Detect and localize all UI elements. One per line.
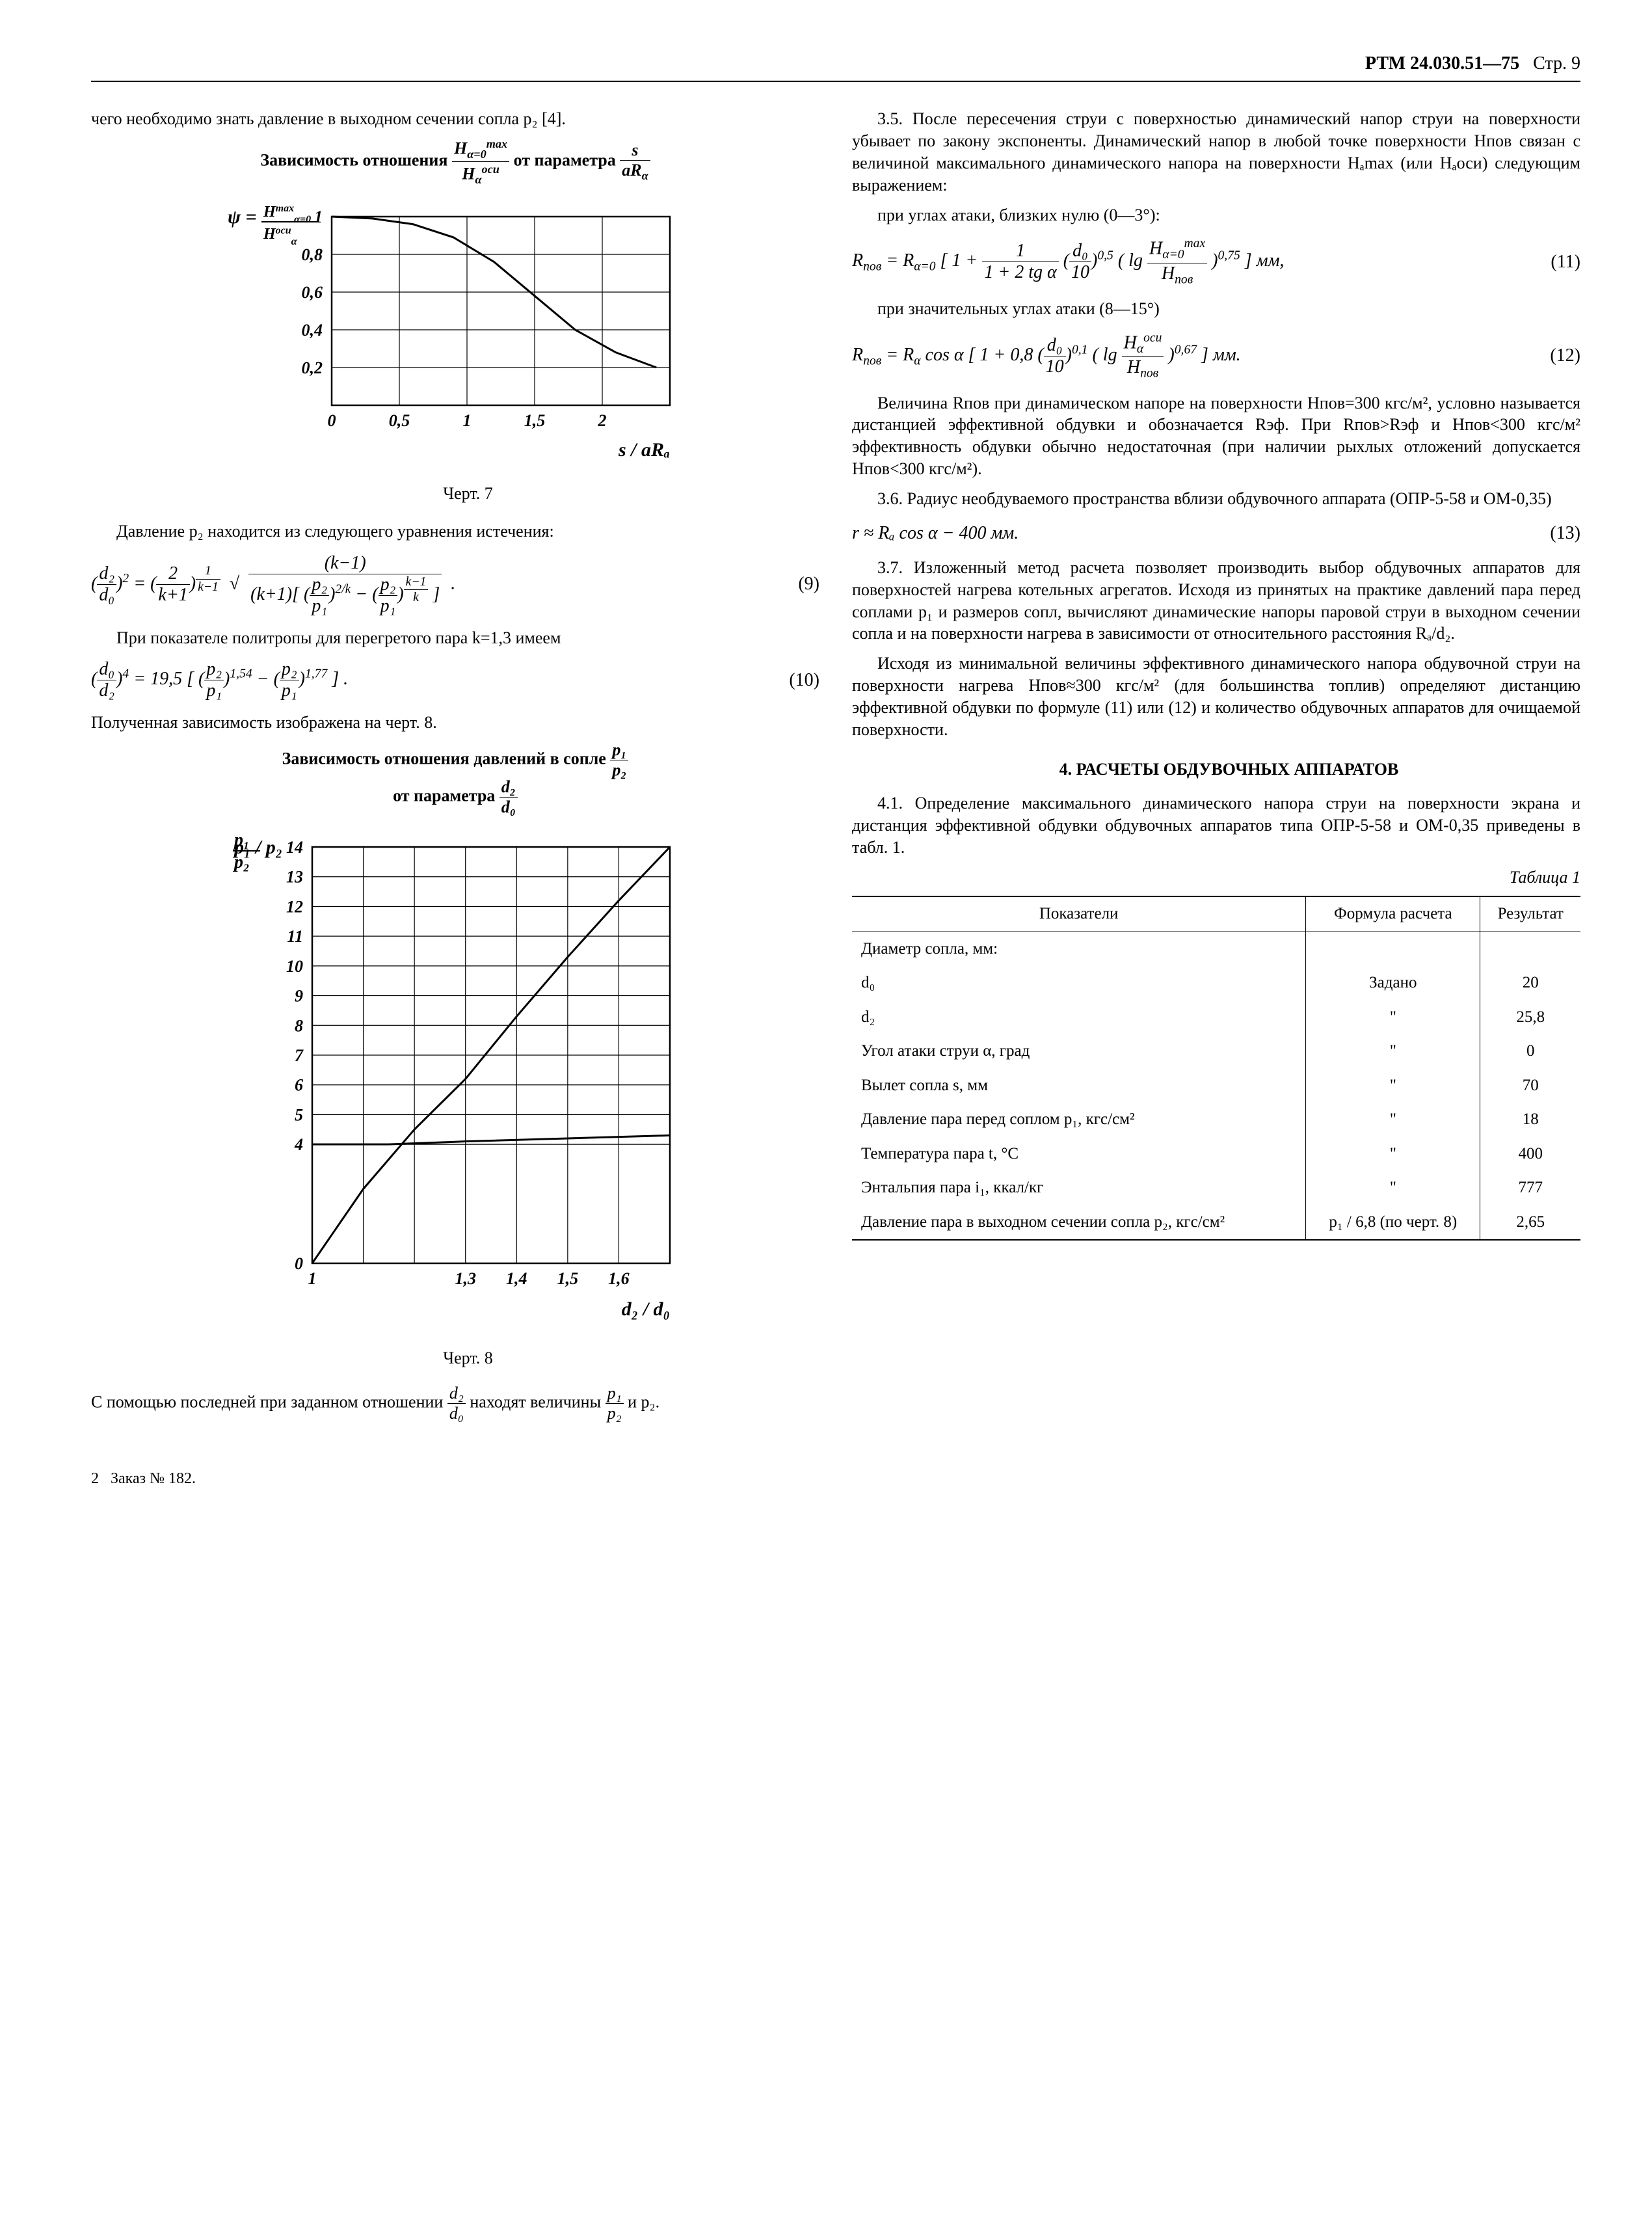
svg-text:p₁ / p₂: p₁ / p₂ [232,837,282,858]
eq-11: Rпов = Rα=0 [ 1 + 11 + 2 tg α (d₀10)0,5 … [852,237,1580,286]
left-column: чего необходимо знать давление в выходно… [91,108,819,1429]
table-1-label: Таблица 1 [852,866,1580,889]
svg-text:0,5: 0,5 [389,411,410,430]
doc-id: РТМ 24.030.51—75 [1365,53,1519,74]
svg-text:5: 5 [295,1106,303,1125]
p5c: и p₂. [628,1392,659,1411]
svg-text:0,6: 0,6 [302,283,323,302]
left-p2: Давление p₂ находится из следующего урав… [91,520,819,543]
p-3.5: 3.5. После пересечения струи с поверхнос… [852,108,1580,196]
svg-text:8: 8 [295,1017,303,1036]
svg-text:1,6: 1,6 [608,1269,630,1288]
svg-text:7: 7 [295,1046,304,1065]
c7t-b: от параметра [514,151,620,170]
svg-text:1: 1 [308,1269,317,1288]
svg-text:1,3: 1,3 [455,1269,476,1288]
chart-8: p₁ p₂11,31,41,51,604567891011121314d₂ / … [91,827,819,1341]
c7t-a: Зависимость отношения [260,151,452,170]
left-p5: С помощью последней при заданном отношен… [91,1385,819,1422]
svg-text:4: 4 [294,1135,303,1154]
chart8-caption: Черт. 8 [91,1347,819,1369]
right-column: 3.5. После пересечения струи с поверхнос… [852,108,1580,1429]
left-p4: Полученная зависимость изображена на чер… [91,712,819,734]
columns: чего необходимо знать давление в выходно… [91,108,1580,1429]
eq11-num: (11) [1551,250,1580,274]
svg-text:0,2: 0,2 [302,358,323,377]
left-p3: При показателе политропы для перегретого… [91,627,819,649]
eq-10: (d₀d₂)4 = 19,5 [ (p₂p₁)1,54 − (p₂p₁)1,77… [91,660,819,700]
svg-text:14: 14 [286,838,303,857]
left-lead: чего необходимо знать давление в выходно… [91,108,819,130]
svg-text:0: 0 [295,1254,303,1273]
chart7-title: Зависимость отношения Hα=0maxHαоси от па… [91,138,819,185]
svg-text:ψ =: ψ = [228,206,257,228]
p5b: находят величины [470,1392,605,1411]
table-1: ПоказателиФормула расчетаРезуль­тат Диам… [852,896,1580,1241]
svg-text:1,4: 1,4 [506,1269,527,1288]
p5a: С помощью последней при заданном отношен… [91,1392,447,1411]
eq10-num: (10) [789,669,819,692]
svg-text:10: 10 [286,957,303,976]
chart8-title: Зависимость отношения давлений в сопле p… [91,742,819,816]
svg-text:13: 13 [286,868,303,887]
c8t-b: от параметра [393,786,500,805]
page-footer: 2 Заказ № 182. [91,1469,1580,1489]
page-header: РТМ 24.030.51—75 Стр. 9 [91,52,1580,82]
section-4-title: 4. РАСЧЕТЫ ОБДУВОЧНЫХ АППАРАТОВ [852,758,1580,781]
eq12-num: (12) [1550,344,1580,368]
eq13-num: (13) [1550,522,1580,545]
svg-text:11: 11 [287,927,303,946]
svg-text:6: 6 [295,1076,303,1095]
p-3.5c: Величина Rпов при динамическом напоре на… [852,392,1580,480]
eq9-num: (9) [798,572,819,596]
footer-sheet: 2 [91,1470,99,1487]
chart7-caption: Черт. 7 [91,483,819,505]
svg-text:0,4: 0,4 [302,321,323,340]
p-3.6: 3.6. Радиус необдуваемого пространства в… [852,488,1580,510]
svg-text:d₂ / d₀: d₂ / d₀ [622,1298,670,1320]
p-3.5b: при значительных углах атаки (8—15°) [852,298,1580,320]
svg-text:s / aRₐ: s / aRₐ [618,439,670,461]
p-3.5a: при углах атаки, близких нулю (0—3°): [852,204,1580,226]
footer-order: Заказ № 182. [111,1470,196,1487]
p-3.7: 3.7. Изложенный метод расчета позволяет … [852,557,1580,645]
p-3.7b: Исходя из минимальной величины эффективн… [852,652,1580,740]
eq13-body: r ≈ Rₐ cos α − 400 мм. [852,522,1019,545]
svg-text:12: 12 [286,898,303,917]
p-4.1: 4.1. Определение максимального динамичес… [852,792,1580,858]
svg-text:0,8: 0,8 [302,245,323,264]
eq-13: r ≈ Rₐ cos α − 400 мм. (13) [852,522,1580,545]
svg-text:2: 2 [598,411,607,430]
svg-text:1: 1 [314,208,323,226]
c8t-a: Зависимость отношения давлений в сопле [282,749,611,768]
svg-text:0: 0 [328,411,336,430]
svg-text:9: 9 [295,987,303,1006]
svg-text:1,5: 1,5 [524,411,546,430]
eq-12: Rпов = Rα cos α [ 1 + 0,8 (d₀10)0,1 ( lg… [852,332,1580,381]
svg-text:1: 1 [463,411,472,430]
svg-text:1,5: 1,5 [557,1269,579,1288]
eq-9: (d₂d₀)2 = (2k+1)1k−1 √ (k−1) (k+1)[ (p₂p… [91,554,819,615]
svg-text:Hосиα: Hосиα [263,225,298,247]
chart-7: ψ = Hmaxα=0 Hосиα00,511,520,20,40,60,81s… [91,197,819,476]
page-number: Стр. 9 [1533,53,1580,74]
